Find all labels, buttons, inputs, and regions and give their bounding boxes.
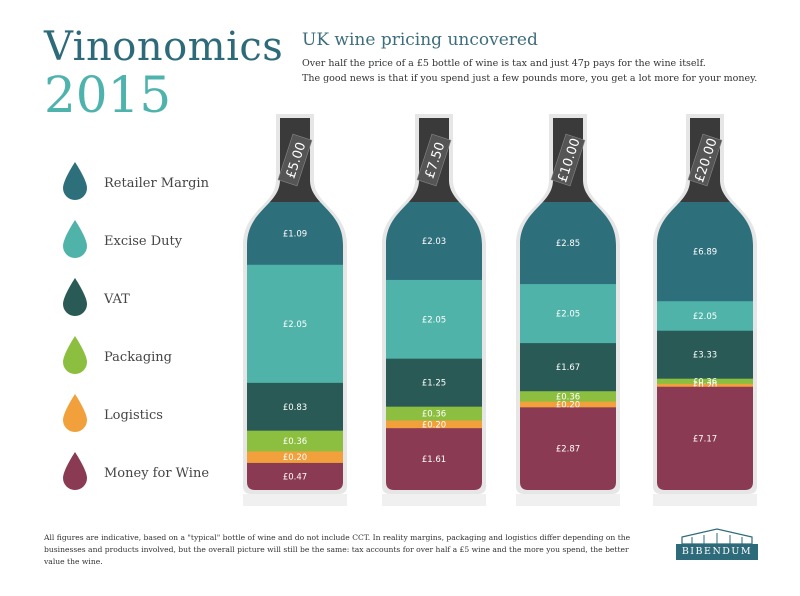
segment-value-label: £2.85 <box>556 239 580 249</box>
segment-vat <box>247 382 343 432</box>
legend-item-money-for-wine: Money for Wine <box>60 450 260 490</box>
droplet-icon <box>63 278 87 316</box>
segment-money-for-wine <box>386 428 482 490</box>
bibendum-logo: BIBENDUM <box>676 528 758 562</box>
segment-excise-duty <box>657 301 753 332</box>
droplet-icon <box>63 220 87 258</box>
segment-logistics <box>386 420 482 429</box>
segment-value-label: £2.03 <box>422 237 446 247</box>
segment-vat <box>520 343 616 392</box>
bottle-segments: £2.85 £2.05 £1.67 £0.36£0.20 £2.87 <box>520 118 616 490</box>
brand-year: 2015 <box>44 66 172 124</box>
wine-bottle: £6.89£2.05£3.33£0.36£0.20£7.17£20.00 <box>653 114 757 506</box>
segment-value-label: £2.05 <box>422 315 446 325</box>
subtext-line-2: The good news is that if you spend just … <box>302 73 758 84</box>
legend-item-logistics: Logistics <box>60 392 260 432</box>
droplet-icon <box>63 336 87 374</box>
segment-value-label: £0.83 <box>283 403 307 413</box>
bottle-reflection <box>653 494 757 506</box>
segment-retailer-margin <box>247 202 343 266</box>
bibendum-logo-text: BIBENDUM <box>676 544 758 560</box>
wine-bottle: £2.03£2.05£1.25£0.36£0.20£1.61£7.50 <box>382 114 486 506</box>
price-tag-bg <box>687 133 723 187</box>
segment-money-for-wine <box>657 386 753 490</box>
segment-packaging <box>386 406 482 421</box>
segment-vat <box>386 358 482 408</box>
segment-value-label: £0.20 <box>556 400 580 410</box>
segment-value-label: £1.09 <box>283 229 307 239</box>
segment-logistics <box>520 401 616 408</box>
wine-bottle: £1.09£2.05£0.83£0.36£0.20£0.47£5.00 <box>243 114 347 506</box>
segment-value-label: £1.67 <box>556 363 580 373</box>
segment-retailer-margin <box>657 202 753 302</box>
legend-label: Excise Duty <box>104 234 183 249</box>
segment-value-label: £1.25 <box>422 379 446 389</box>
footnote: All figures are indicative, based on a "… <box>44 533 631 566</box>
segment-excise-duty <box>247 264 343 384</box>
legend-item-excise-duty: Excise Duty <box>60 218 260 258</box>
segment-value-label: £2.05 <box>556 310 580 320</box>
segment-retailer-margin <box>520 202 616 285</box>
legend-label: Retailer Margin <box>104 176 209 191</box>
segment-packaging <box>520 391 616 403</box>
segment-retailer-margin <box>386 202 482 281</box>
segment-packaging <box>657 378 753 385</box>
segment-money-for-wine <box>247 462 343 490</box>
segment-value-label: £2.05 <box>693 312 717 322</box>
segment-excise-duty <box>386 279 482 360</box>
segment-vat <box>657 330 753 380</box>
price-tag-bg <box>416 133 452 187</box>
price-tag-bg <box>277 133 313 187</box>
segment-excise-duty <box>520 284 616 344</box>
segment-value-label: £1.61 <box>422 455 446 465</box>
segment-value-label: £6.89 <box>693 248 717 258</box>
segment-value-label: £3.33 <box>693 351 717 361</box>
headline: UK wine pricing uncovered <box>302 30 538 50</box>
subtext: Over half the price of a £5 bottle of wi… <box>302 56 757 86</box>
droplet-icon <box>63 394 87 432</box>
segment-value-label: £0.20 <box>422 420 446 430</box>
legend-label: Logistics <box>104 408 163 423</box>
droplet-icon <box>63 162 87 200</box>
legend-item-vat: VAT <box>60 276 260 316</box>
segment-value-label: £0.36 <box>422 410 446 420</box>
droplet-icon <box>63 452 87 490</box>
subtext-line-1: Over half the price of a £5 bottle of wi… <box>302 58 706 69</box>
bottle-reflection <box>382 494 486 506</box>
segment-logistics <box>247 451 343 464</box>
bottle-reflection <box>516 494 620 506</box>
legend-label: VAT <box>104 292 130 307</box>
segment-value-label: £7.17 <box>693 434 717 444</box>
price-tag-bg <box>550 133 586 187</box>
segment-value-label: £0.36 <box>283 437 307 447</box>
legend-label: Money for Wine <box>104 466 210 481</box>
segment-value-label: £0.36 <box>693 377 717 387</box>
segment-packaging <box>247 430 343 452</box>
segment-value-label: £2.87 <box>556 445 580 455</box>
brand-title: Vinonomics <box>44 24 284 70</box>
segment-value-label: £0.20 <box>693 381 717 391</box>
bottle-reflection <box>243 494 347 506</box>
segment-value-label: £0.36 <box>556 392 580 402</box>
legend-item-packaging: Packaging <box>60 334 260 374</box>
legend-label: Packaging <box>104 350 172 365</box>
legend-item-retailer-margin: Retailer Margin <box>60 160 260 200</box>
segment-value-label: £0.47 <box>283 472 307 482</box>
segment-logistics <box>657 383 753 388</box>
segment-money-for-wine <box>520 407 616 490</box>
segment-value-label: £2.05 <box>283 320 307 330</box>
segment-value-label: £0.20 <box>283 453 307 463</box>
wine-bottle: £2.85£2.05£1.67£0.36£0.20£2.87£10.00 <box>516 114 620 506</box>
